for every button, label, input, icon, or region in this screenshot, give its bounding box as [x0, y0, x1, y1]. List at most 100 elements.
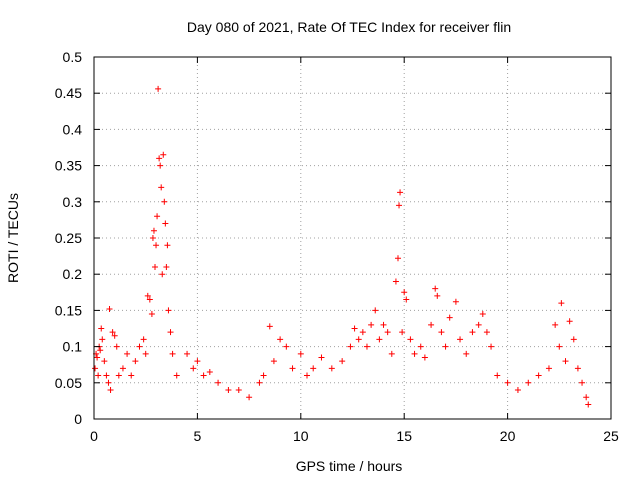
data-point — [260, 372, 267, 379]
data-point — [479, 311, 486, 318]
data-point — [173, 372, 180, 379]
data-point — [190, 365, 197, 372]
x-tick-label: 5 — [194, 428, 202, 444]
data-point — [556, 343, 563, 350]
data-point — [318, 354, 325, 361]
data-point — [570, 336, 577, 343]
data-point — [164, 242, 171, 249]
data-point — [156, 155, 163, 162]
data-point — [304, 372, 311, 379]
data-point — [488, 343, 495, 350]
data-point — [142, 350, 149, 357]
data-point — [148, 311, 155, 318]
data-point — [504, 379, 511, 386]
data-point — [363, 343, 370, 350]
data-point — [109, 329, 116, 336]
data-point — [566, 318, 573, 325]
data-point — [162, 220, 169, 227]
data-point — [144, 292, 151, 299]
x-axis-title: GPS time / hours — [296, 458, 403, 474]
data-point — [163, 263, 170, 270]
data-point — [95, 372, 102, 379]
data-point — [92, 365, 99, 372]
data-point — [159, 271, 166, 278]
data-point — [583, 394, 590, 401]
data-point — [113, 343, 120, 350]
data-point — [107, 387, 114, 394]
x-tick-label: 15 — [396, 428, 412, 444]
data-point — [372, 307, 379, 314]
y-tick-label: 0 — [74, 411, 82, 427]
data-point — [394, 255, 401, 262]
data-point — [235, 387, 242, 394]
data-point — [438, 329, 445, 336]
data-point — [103, 372, 110, 379]
data-point — [106, 305, 113, 312]
data-point — [169, 350, 176, 357]
data-point — [525, 379, 532, 386]
data-point — [119, 365, 126, 372]
data-point — [494, 372, 501, 379]
data-point — [124, 350, 131, 357]
data-point — [428, 321, 435, 328]
data-point — [283, 343, 290, 350]
data-point — [154, 213, 161, 220]
data-point — [184, 350, 191, 357]
data-point — [157, 162, 164, 169]
data-point — [194, 358, 201, 365]
data-point — [165, 307, 172, 314]
data-point — [149, 235, 156, 241]
data-point — [446, 314, 453, 321]
data-point — [266, 323, 273, 330]
data-point — [161, 198, 168, 205]
data-point — [442, 343, 449, 350]
data-point — [376, 336, 383, 343]
data-point — [411, 350, 418, 357]
data-point — [359, 329, 366, 336]
data-point — [388, 350, 395, 357]
data-point — [277, 336, 284, 343]
y-tick-label: 0.15 — [55, 302, 82, 318]
data-point — [417, 343, 424, 350]
grid — [94, 57, 611, 419]
data-point — [128, 372, 135, 379]
y-tick-label: 0.05 — [55, 375, 82, 391]
data-point — [432, 285, 439, 292]
data-point — [407, 336, 414, 343]
data-point — [155, 85, 162, 92]
data-point — [105, 379, 112, 386]
data-point — [152, 263, 159, 270]
data-point — [483, 329, 490, 336]
data-point — [94, 354, 101, 361]
data-point — [98, 325, 105, 332]
data-point — [579, 379, 586, 386]
data-point — [150, 227, 157, 234]
data-point — [558, 300, 565, 307]
data-point — [457, 336, 464, 343]
data-point — [136, 343, 143, 350]
tick-labels: 0 5 10 15 20 25 0 0.05 0.1 0.15 0.2 0.25 0.3 0.35 0.4 0… — [55, 49, 619, 444]
data-point — [99, 336, 106, 343]
data-point — [434, 292, 441, 299]
data-point — [289, 365, 296, 372]
y-tick-label: 0.2 — [63, 266, 83, 282]
data-point — [167, 329, 174, 336]
data-point — [475, 321, 482, 328]
data-point — [339, 358, 346, 365]
data-point — [132, 358, 139, 365]
data-point — [514, 387, 521, 394]
data-point — [452, 298, 459, 305]
data-point — [115, 372, 122, 379]
data-point — [469, 329, 476, 336]
y-tick-label: 0.25 — [55, 230, 82, 246]
data-point — [347, 343, 354, 350]
data-point — [552, 321, 559, 328]
data-point — [297, 350, 304, 357]
data-point — [403, 296, 410, 303]
y-tick-label: 0.35 — [55, 158, 82, 174]
data-point — [246, 394, 253, 401]
data-point — [153, 242, 160, 249]
data-point — [200, 372, 207, 379]
